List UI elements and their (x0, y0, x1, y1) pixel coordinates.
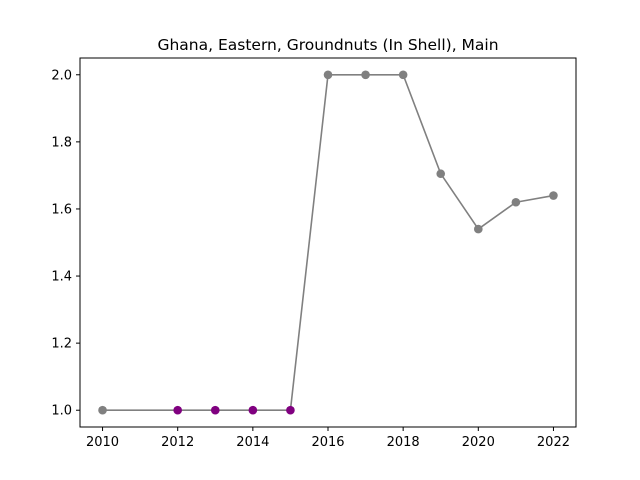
data-point (436, 169, 446, 179)
x-tick-label: 2016 (311, 435, 344, 450)
x-tick-label: 2010 (86, 435, 119, 450)
data-point (248, 405, 258, 415)
data-point (474, 224, 483, 234)
data-point (511, 197, 521, 207)
x-tick-label: 2020 (462, 435, 495, 450)
y-tick-label: 1.6 (51, 202, 72, 217)
x-tick-label: 2014 (236, 435, 269, 450)
data-point (98, 405, 107, 415)
x-tick-label: 2022 (537, 435, 570, 450)
y-tick-label: 1.0 (51, 404, 72, 419)
y-axis: 1.0 1.2 1.4 1.6 1.8 2.0 (51, 68, 80, 419)
data-point (361, 70, 370, 80)
y-tick-label: 1.4 (51, 270, 72, 285)
x-axis: 2010 2012 2014 2016 2018 2020 2022 (86, 427, 570, 450)
data-point (210, 405, 220, 415)
plot-area (79, 57, 577, 428)
y-tick-label: 1.8 (51, 135, 72, 150)
series-layer (98, 70, 558, 415)
data-point (549, 191, 558, 200)
x-tick-label: 2012 (161, 435, 194, 450)
data-point (323, 70, 333, 80)
series-line (102, 73, 554, 412)
x-tick-label: 2018 (387, 435, 420, 450)
data-point (286, 405, 295, 415)
data-point (173, 405, 182, 415)
data-point (398, 70, 408, 80)
y-tick-label: 2.0 (51, 68, 72, 83)
axes-border (79, 57, 577, 428)
y-tick-label: 1.2 (51, 337, 72, 352)
chart-title: Ghana, Eastern, Groundnuts (In Shell), M… (157, 36, 498, 54)
